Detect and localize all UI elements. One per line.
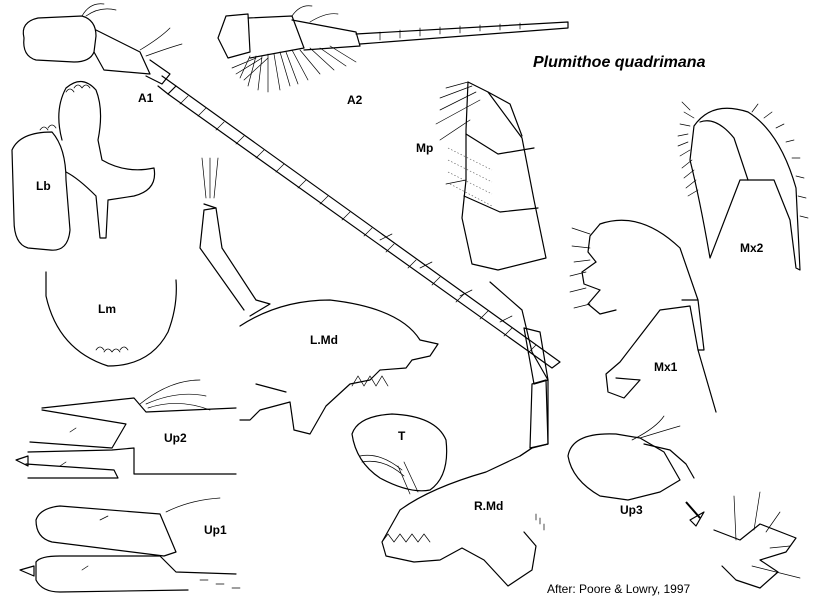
maxilla-1-drawing bbox=[569, 219, 717, 413]
right-mandible-drawing bbox=[381, 281, 549, 587]
antenna-2-drawing bbox=[217, 5, 569, 93]
maxilla-2-drawing bbox=[677, 101, 809, 271]
t-drawing bbox=[351, 413, 448, 495]
uropod-3-drawing bbox=[567, 415, 801, 589]
label-lm: Lm bbox=[98, 302, 116, 316]
label-lmd: L.Md bbox=[310, 333, 338, 347]
label-rmd: R.Md bbox=[474, 499, 503, 513]
left-mandible-drawing bbox=[199, 157, 439, 435]
label-up3: Up3 bbox=[620, 503, 643, 517]
label-mx2: Mx2 bbox=[740, 241, 764, 255]
label-up2: Up2 bbox=[164, 431, 187, 445]
upper-lip-drawing bbox=[45, 271, 177, 367]
label-lb: Lb bbox=[36, 179, 51, 193]
species-title: Plumithoe quadrimana bbox=[533, 54, 706, 71]
label-t: T bbox=[398, 429, 406, 443]
lower-lip-drawing bbox=[11, 80, 156, 251]
source-credit: After: Poore & Lowry, 1997 bbox=[547, 582, 691, 596]
label-a2: A2 bbox=[347, 93, 363, 107]
uropod-2-drawing bbox=[15, 379, 237, 479]
label-a1: A1 bbox=[138, 91, 154, 105]
label-mx1: Mx1 bbox=[654, 360, 678, 374]
uropod-1-drawing bbox=[19, 497, 241, 593]
label-up1: Up1 bbox=[204, 523, 227, 537]
label-mp: Mp bbox=[416, 141, 433, 155]
maxilliped-drawing bbox=[435, 81, 547, 271]
antenna-1-drawing bbox=[22, 3, 561, 369]
